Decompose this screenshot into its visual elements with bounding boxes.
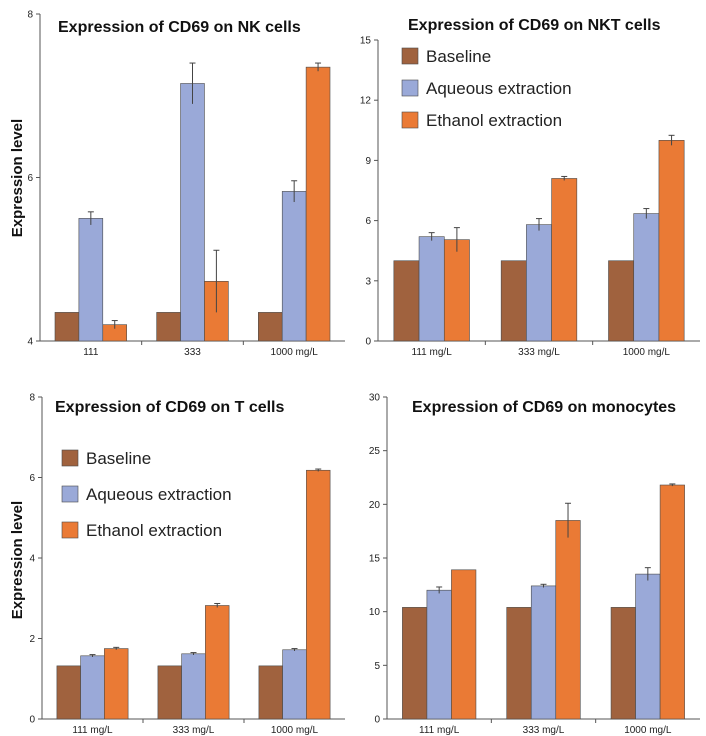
- chart-0-x-tick-label: 111: [83, 347, 99, 358]
- chart-0-bar-baseline-2: [258, 312, 283, 342]
- chart-1-bar-baseline-1: [500, 260, 527, 342]
- chart-2-y-tick-label: 2: [29, 634, 35, 645]
- chart-1-y-tick-label: 0: [365, 337, 371, 348]
- chart-3: Expression of CD69 on monocytes 0 5 10 15 20 2…: [369, 393, 700, 736]
- chart-2-legend-label: Baseline: [86, 449, 151, 468]
- chart-3-bar-ethanol-extraction-1: [555, 520, 581, 720]
- chart-2-legend-label: Aqueous extraction: [86, 485, 232, 504]
- chart-2-legend-swatch: [61, 485, 79, 503]
- chart-1-bar-baseline-2: [608, 260, 635, 342]
- chart-1-bar-ethanol-extraction-0: [443, 239, 470, 342]
- chart-3-bar-baseline-1: [506, 607, 532, 720]
- chart-3-bar-baseline-2: [610, 607, 636, 720]
- chart-2-bar-baseline-1: [157, 665, 182, 720]
- chart-2: Expression of CD69 on T cells Expression …: [9, 393, 345, 736]
- chart-0-bar-baseline-1: [156, 312, 181, 342]
- chart-0-bar-ethanol-extraction-2: [305, 66, 331, 342]
- chart-1-y-tick-label: 9: [365, 156, 371, 167]
- chart-1-y-tick-label: 12: [360, 96, 372, 107]
- chart-2-bar-aqueous-extraction-1: [181, 653, 206, 720]
- chart-0: Expression of CD69 on NK cells Expression…: [9, 10, 345, 358]
- chart-3-x-tick-label: 111 mg/L: [419, 725, 460, 736]
- chart-3-title: Expression of CD69 on monocytes: [412, 399, 676, 416]
- chart-0-x-tick-label: 1000 mg/L: [271, 347, 319, 358]
- chart-0-bar-aqueous-extraction-1: [180, 83, 205, 342]
- chart-2-bar-ethanol-extraction-0: [104, 648, 129, 720]
- chart-3-y-tick-label: 5: [374, 661, 380, 672]
- chart-1-bar-ethanol-extraction-1: [551, 178, 578, 342]
- chart-2-bar-ethanol-extraction-2: [306, 469, 331, 720]
- chart-2-x-tick-label: 1000 mg/L: [271, 725, 319, 736]
- chart-3-bar-baseline-0: [402, 607, 428, 720]
- chart-1-x-tick-label: 333 mg/L: [518, 347, 560, 358]
- chart-2-bar-aqueous-extraction-2: [282, 649, 307, 720]
- chart-3-y-tick-label: 15: [369, 554, 381, 565]
- chart-2-y-tick-label: 0: [29, 715, 35, 726]
- chart-1-bar-aqueous-extraction-1: [526, 224, 552, 342]
- chart-1-bar-aqueous-extraction-2: [633, 213, 660, 342]
- chart-1-legend-swatch: [401, 79, 419, 97]
- chart-2-bar-baseline-0: [56, 665, 81, 720]
- chart-1-legend-label: Ethanol extraction: [426, 111, 562, 130]
- chart-3-bar-aqueous-extraction-2: [635, 573, 661, 720]
- chart-1-bar-ethanol-extraction-2: [658, 140, 685, 342]
- chart-0-y-tick-label: 4: [27, 337, 33, 348]
- chart-3-y-tick-label: 25: [369, 446, 381, 457]
- chart-1-legend-label: Aqueous extraction: [426, 79, 572, 98]
- chart-2-legend-swatch: [61, 449, 79, 467]
- chart-2-bar-ethanol-extraction-1: [205, 605, 230, 720]
- chart-3-x-tick-label: 1000 mg/L: [624, 725, 672, 736]
- chart-2-title: Expression of CD69 on T cells: [55, 399, 285, 416]
- chart-2-x-tick-label: 333 mg/L: [173, 725, 215, 736]
- chart-0-bar-baseline-0: [54, 312, 80, 342]
- chart-1-y-tick-label: 15: [360, 36, 372, 47]
- chart-2-y-tick-label: 8: [29, 393, 35, 404]
- chart-1-bar-baseline-0: [393, 260, 420, 342]
- chart-3-bar-ethanol-extraction-0: [451, 569, 477, 720]
- chart-1-y-tick-label: 6: [365, 216, 371, 227]
- chart-2-bar-aqueous-extraction-0: [80, 655, 105, 720]
- chart-0-y-tick-label: 8: [27, 10, 33, 21]
- chart-2-legend-label: Ethanol extraction: [86, 521, 222, 540]
- chart-3-y-tick-label: 30: [369, 393, 381, 404]
- chart-3-y-tick-label: 10: [369, 607, 381, 618]
- chart-3-y-tick-label: 20: [369, 500, 381, 511]
- chart-0-title: Expression of CD69 on NK cells: [58, 19, 301, 36]
- chart-1-bar-aqueous-extraction-0: [418, 236, 445, 342]
- chart-0-y-axis-label: Expression level: [9, 119, 26, 237]
- chart-3-y-tick-label: 0: [374, 715, 380, 726]
- chart-1-y-tick-label: 3: [365, 276, 371, 287]
- chart-1-x-tick-label: 1000 mg/L: [623, 347, 671, 358]
- chart-3-bar-aqueous-extraction-0: [426, 589, 452, 720]
- chart-0-x-tick-label: 333: [184, 347, 201, 358]
- chart-1-x-tick-label: 111 mg/L: [412, 347, 453, 358]
- chart-2-bar-baseline-2: [258, 665, 283, 720]
- chart-2-legend-swatch: [61, 521, 79, 539]
- chart-1-title: Expression of CD69 on NKT cells: [408, 17, 661, 34]
- chart-2-y-tick-label: 6: [29, 473, 35, 484]
- chart-1-legend-label: Baseline: [426, 47, 491, 66]
- chart-1-legend-swatch: [401, 47, 419, 65]
- chart-2-y-tick-label: 4: [29, 554, 35, 565]
- chart-0-bar-aqueous-extraction-0: [78, 218, 104, 342]
- chart-3-x-tick-label: 333 mg/L: [523, 725, 565, 736]
- chart-0-y-tick-label: 6: [27, 173, 33, 184]
- chart-1-legend-swatch: [401, 111, 419, 129]
- chart-2-y-axis-label: Expression level: [9, 501, 26, 619]
- chart-0-bar-aqueous-extraction-2: [281, 191, 307, 342]
- chart-2-x-tick-label: 111 mg/L: [72, 725, 113, 736]
- chart-3-bar-ethanol-extraction-2: [659, 484, 685, 720]
- chart-3-bar-aqueous-extraction-1: [530, 585, 557, 720]
- chart-1: Expression of CD69 on NKT cells 0 3 6 9 12 15 1…: [360, 17, 700, 358]
